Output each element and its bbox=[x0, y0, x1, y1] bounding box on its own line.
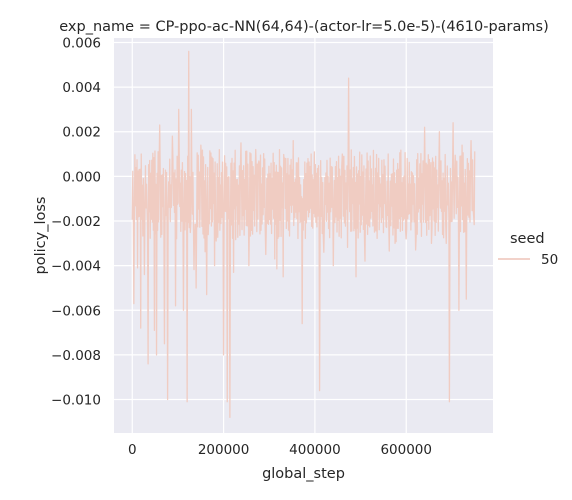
legend-title: seed bbox=[510, 231, 545, 247]
y-tick-labels: −0.010 −0.008 −0.006 −0.004 −0.002 0.000 0.002… bbox=[51, 35, 101, 408]
x-tick-labels: 0 200000 400000 600000 bbox=[128, 442, 432, 458]
plot-area bbox=[114, 38, 493, 433]
y-axis-label: policy_loss bbox=[33, 197, 49, 275]
y-tick-label: −0.004 bbox=[51, 259, 101, 275]
legend-label-50: 50 bbox=[541, 252, 558, 268]
series-layer bbox=[131, 50, 476, 419]
y-tick-label: 0.004 bbox=[62, 80, 101, 96]
y-tick-label: −0.010 bbox=[51, 393, 101, 409]
y-tick-label: 0.000 bbox=[62, 169, 101, 185]
legend: seed 50 bbox=[498, 231, 558, 268]
y-tick-label: 0.006 bbox=[62, 35, 101, 51]
chart-title: exp_name = CP-ppo-ac-NN(64,64)-(actor-lr… bbox=[59, 19, 548, 35]
x-axis-label: global_step bbox=[262, 466, 345, 482]
x-tick-label: 400000 bbox=[289, 442, 341, 458]
series-line-50 bbox=[131, 50, 476, 419]
y-tick-label: 0.002 bbox=[62, 125, 101, 141]
y-tick-label: −0.008 bbox=[51, 348, 101, 364]
x-tick-label: 600000 bbox=[380, 442, 432, 458]
y-tick-label: −0.006 bbox=[51, 303, 101, 319]
x-tick-label: 200000 bbox=[198, 442, 250, 458]
x-tick-label: 0 bbox=[128, 442, 137, 458]
y-tick-label: −0.002 bbox=[51, 214, 101, 230]
